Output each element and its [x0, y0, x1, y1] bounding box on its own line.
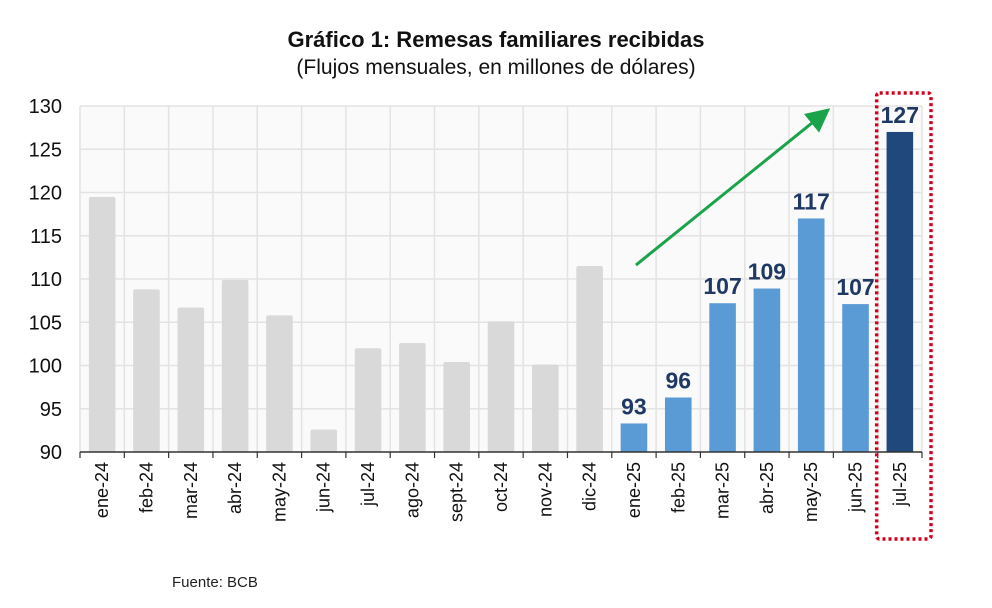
chart-title: Gráfico 1: Remesas familiares recibidas [287, 27, 705, 52]
bar-oct-24 [487, 321, 515, 452]
bar-may-24 [266, 315, 293, 452]
bars [88, 131, 914, 452]
bar-jun-24 [310, 429, 338, 452]
source-note: Fuente: BCB [172, 574, 258, 591]
bar-feb-24 [133, 289, 160, 452]
data-labels: 93 96 107 109 117 107 127 [621, 102, 919, 420]
x-tick-label: may-24 [269, 462, 289, 522]
bar-may-25 [797, 218, 825, 452]
y-axis: 90 95 100 105 110 115 120 125 130 [29, 96, 62, 464]
data-label-jun-25: 107 [836, 274, 874, 300]
y-tick-label: 115 [30, 226, 62, 248]
data-label-may-25: 117 [793, 188, 830, 214]
data-label-feb-25: 96 [665, 368, 691, 394]
x-tick-label: abr-24 [225, 462, 245, 514]
x-tick-label: jul-25 [890, 462, 910, 507]
x-tick-label: sept-24 [447, 462, 467, 522]
bar-mar-24 [177, 307, 205, 452]
bar-mar-25 [709, 303, 736, 452]
highlight-box [874, 91, 933, 541]
x-tick-label: jun-24 [314, 462, 334, 513]
bar-sept-24 [443, 362, 470, 452]
y-tick-label: 125 [29, 139, 62, 161]
x-tick-label: abr-25 [757, 462, 777, 514]
x-tick-label: mar-25 [713, 462, 733, 519]
x-tick-label: nov-24 [535, 462, 555, 517]
y-tick-label: 100 [29, 356, 62, 378]
chart-subtitle: (Flujos mensuales, en millones de dólare… [296, 56, 696, 79]
x-tick-label: may-25 [801, 462, 821, 522]
x-tick-label: jun-25 [846, 462, 866, 513]
y-tick-label: 120 [29, 183, 62, 205]
x-tick-label: jul-24 [358, 462, 378, 507]
x-tick-label: feb-24 [136, 462, 156, 513]
x-tick-label: mar-24 [181, 462, 201, 519]
bar-jul-24 [354, 348, 382, 452]
bar-dic-24 [576, 266, 603, 452]
bar-ago-24 [399, 343, 426, 452]
bar-ene-24 [88, 196, 116, 452]
x-tick-label: ene-25 [624, 462, 644, 518]
bar-ene-25 [620, 423, 648, 452]
trend-arrow [635, 108, 831, 267]
bar-abr-25 [753, 288, 781, 452]
x-tick-label: dic-24 [580, 462, 600, 511]
x-axis: ene-24 feb-24 mar-24 abr-24 may-24 jun-24 jul-… [79, 451, 923, 522]
data-label-abr-25: 109 [748, 259, 786, 285]
data-label-mar-25: 107 [703, 273, 741, 299]
y-tick-label: 95 [40, 399, 62, 421]
bar-feb-25 [664, 397, 692, 452]
annotations [635, 91, 933, 541]
bar-abr-24 [221, 279, 249, 452]
y-tick-label: 90 [40, 442, 62, 464]
y-tick-label: 105 [29, 312, 62, 334]
y-tick-label: 110 [30, 269, 62, 291]
x-tick-label: ene-24 [92, 462, 112, 518]
x-tick-label: oct-24 [491, 462, 511, 512]
bar-jul-25 [886, 131, 914, 452]
y-tick-label: 130 [29, 96, 62, 118]
x-tick-label: feb-25 [668, 462, 688, 513]
data-label-jul-25: 127 [881, 102, 919, 128]
bar-nov-24 [532, 364, 559, 452]
x-tick-label: ago-24 [402, 462, 422, 518]
data-label-ene-25: 93 [621, 393, 647, 419]
bar-jun-25 [842, 304, 869, 452]
